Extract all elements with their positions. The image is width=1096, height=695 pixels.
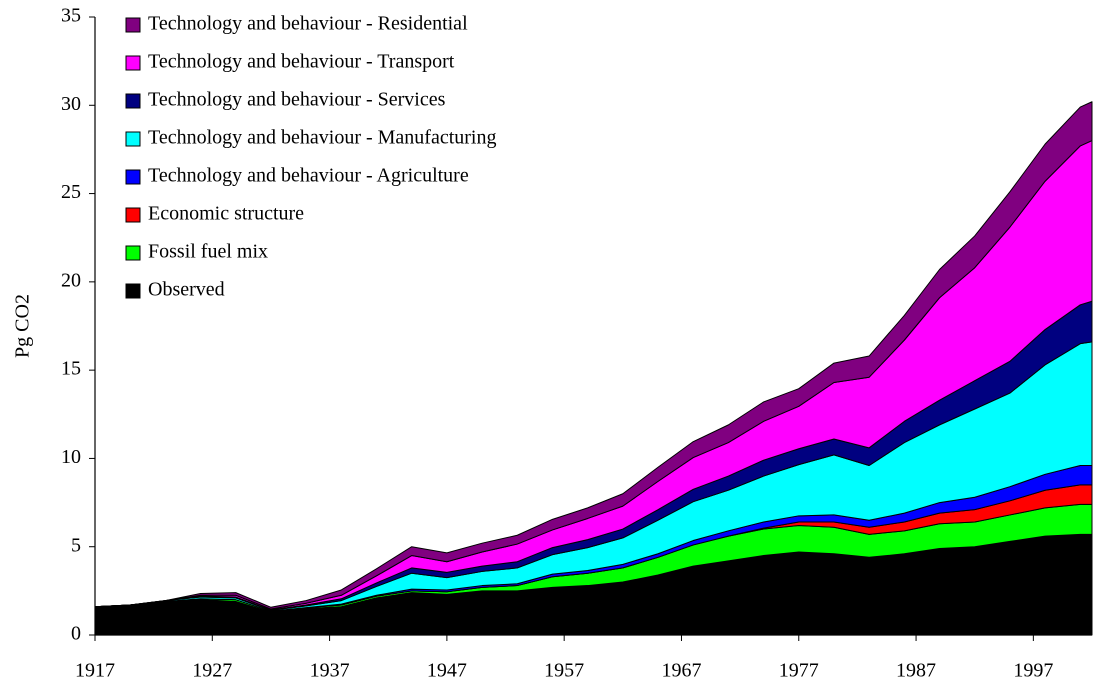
y-tick-label: 25	[61, 181, 81, 203]
legend-swatch	[125, 17, 141, 33]
legend-label: Technology and behaviour - Transport	[148, 51, 455, 73]
legend-swatch	[125, 131, 141, 147]
x-tick-label: 1937	[310, 660, 350, 682]
legend-swatch	[125, 207, 141, 223]
y-tick-label: 30	[61, 93, 81, 115]
legend-swatch	[125, 283, 141, 299]
legend-label: Technology and behaviour - Agriculture	[148, 165, 469, 187]
legend-label: Economic structure	[148, 203, 304, 225]
area	[94, 101, 1093, 610]
y-tick-label: 5	[71, 534, 81, 556]
y-axis-label: Pg CO2	[12, 294, 34, 358]
legend-swatch	[125, 55, 141, 71]
x-tick-label: 1927	[192, 660, 232, 682]
legend-label: Technology and behaviour - Services	[148, 89, 446, 111]
y-tick-label: 20	[61, 269, 81, 291]
x-tick-label: 1977	[779, 660, 819, 682]
legend-swatch	[125, 169, 141, 185]
y-tick-label: 10	[61, 446, 81, 468]
legend-label: Fossil fuel mix	[148, 241, 268, 263]
x-tick-label: 1957	[544, 660, 584, 682]
x-tick-label: 1917	[75, 660, 115, 682]
y-tick-label: 0	[71, 623, 81, 645]
y-tick-label: 35	[61, 5, 81, 27]
legend-label: Observed	[148, 279, 225, 301]
y-tick-label: 15	[61, 358, 81, 380]
x-tick-label: 1947	[427, 660, 467, 682]
x-tick-label: 1967	[661, 660, 701, 682]
x-tick-label: 1987	[896, 660, 936, 682]
legend-swatch	[125, 245, 141, 261]
legend-label: Technology and behaviour - Manufacturing	[148, 127, 497, 149]
x-tick-label: 1997	[1013, 660, 1053, 682]
legend-label: Technology and behaviour - Residential	[148, 13, 468, 35]
legend-swatch	[125, 93, 141, 109]
